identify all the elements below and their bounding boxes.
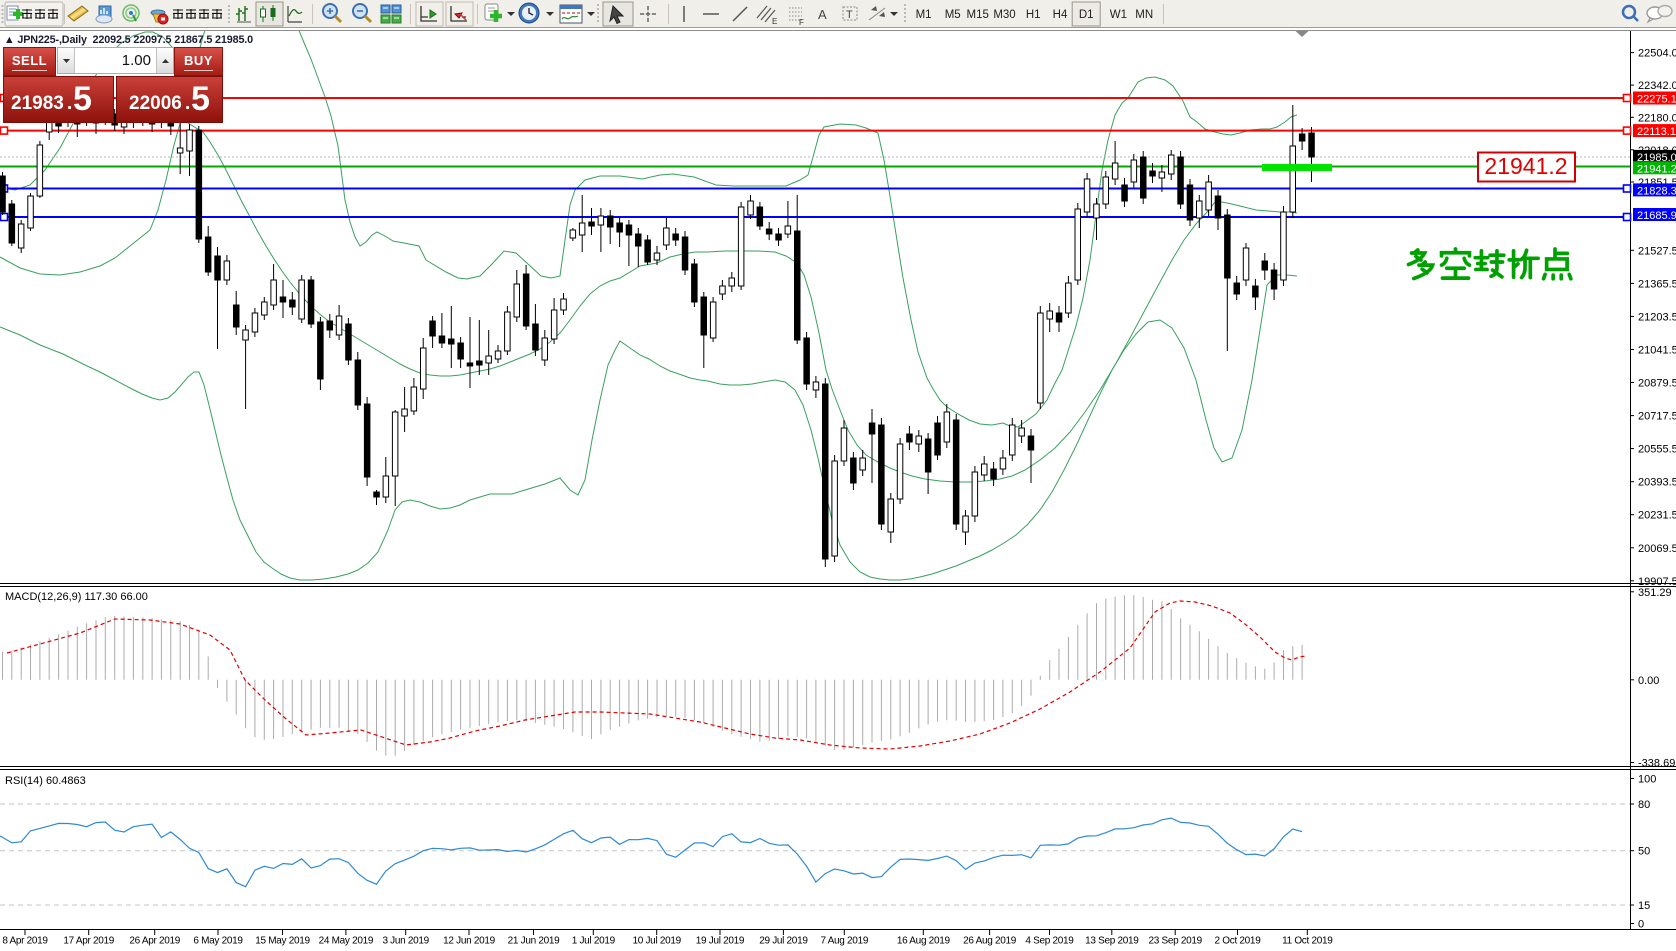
svg-text:11 Oct 2019: 11 Oct 2019 (1282, 936, 1333, 947)
svg-text:23 Sep 2019: 23 Sep 2019 (1148, 936, 1202, 947)
svg-text:MACD(12,26,9) 117.30 66.00: MACD(12,26,9) 117.30 66.00 (5, 591, 148, 603)
svg-text:21828.3: 21828.3 (1637, 185, 1676, 197)
svg-text:RSI(14) 60.4863: RSI(14) 60.4863 (5, 775, 86, 787)
svg-text:20717.5: 20717.5 (1638, 411, 1676, 423)
svg-text:26 Aug 2019: 26 Aug 2019 (963, 936, 1017, 947)
svg-text:4 Sep 2019: 4 Sep 2019 (1025, 936, 1074, 947)
svg-text:351.29: 351.29 (1638, 587, 1672, 599)
svg-text:0.00: 0.00 (1638, 675, 1659, 687)
svg-text:M5: M5 (945, 9, 961, 21)
svg-text:20393.5: 20393.5 (1638, 477, 1676, 489)
svg-text:7 Aug 2019: 7 Aug 2019 (820, 936, 868, 947)
svg-text:21941.2: 21941.2 (1637, 163, 1676, 175)
svg-text:26 Apr 2019: 26 Apr 2019 (129, 936, 180, 947)
svg-text:19907.5: 19907.5 (1638, 576, 1676, 588)
svg-text:A: A (818, 7, 827, 22)
svg-text:21365.5: 21365.5 (1638, 278, 1676, 290)
svg-text:E: E (772, 17, 777, 26)
svg-text:21685.9: 21685.9 (1637, 210, 1676, 222)
svg-text:16 Aug 2019: 16 Aug 2019 (897, 936, 951, 947)
svg-text:20555.5: 20555.5 (1638, 444, 1676, 456)
svg-text:21985.0: 21985.0 (1637, 152, 1676, 164)
svg-text:21 Jun 2019: 21 Jun 2019 (508, 936, 560, 947)
svg-text:M30: M30 (993, 9, 1015, 21)
svg-text:13 Sep 2019: 13 Sep 2019 (1085, 936, 1139, 947)
svg-text:MN: MN (1135, 9, 1153, 21)
svg-text:19 Jul 2019: 19 Jul 2019 (696, 936, 745, 947)
svg-text:H4: H4 (1053, 9, 1068, 21)
svg-text:1 Jul 2019: 1 Jul 2019 (572, 936, 616, 947)
svg-text:D1: D1 (1079, 9, 1094, 21)
svg-text:10 Jul 2019: 10 Jul 2019 (632, 936, 681, 947)
svg-text:29 Jul 2019: 29 Jul 2019 (759, 936, 808, 947)
svg-text:-338.69: -338.69 (1638, 758, 1675, 770)
svg-text:6 May 2019: 6 May 2019 (193, 936, 243, 947)
svg-text:22342.0: 22342.0 (1638, 80, 1676, 92)
svg-text:21941.2: 21941.2 (1484, 153, 1567, 179)
svg-text:8 Apr 2019: 8 Apr 2019 (2, 936, 48, 947)
svg-text:2 Oct 2019: 2 Oct 2019 (1215, 936, 1262, 947)
svg-text:H1: H1 (1026, 9, 1041, 21)
svg-text:22275.1: 22275.1 (1637, 94, 1676, 106)
svg-text:22504.0: 22504.0 (1638, 48, 1676, 60)
svg-text:20069.5: 20069.5 (1638, 543, 1676, 555)
svg-text:F: F (799, 18, 804, 27)
svg-text:80: 80 (1638, 799, 1650, 811)
svg-text:M15: M15 (967, 9, 989, 21)
svg-text:21527.5: 21527.5 (1638, 245, 1676, 257)
svg-text:50: 50 (1638, 846, 1650, 858)
svg-text:20879.5: 20879.5 (1638, 378, 1676, 390)
svg-text:12 Jun 2019: 12 Jun 2019 (443, 936, 495, 947)
svg-text:0: 0 (1638, 919, 1644, 931)
svg-text:21041.5: 21041.5 (1638, 345, 1676, 357)
svg-text:M1: M1 (916, 9, 932, 21)
svg-text:15: 15 (1638, 900, 1650, 912)
svg-text:3 Jun 2019: 3 Jun 2019 (382, 936, 429, 947)
svg-text:15 May 2019: 15 May 2019 (255, 936, 310, 947)
svg-text:17 Apr 2019: 17 Apr 2019 (63, 936, 114, 947)
svg-text:22113.1: 22113.1 (1637, 126, 1676, 138)
svg-text:21203.5: 21203.5 (1638, 311, 1676, 323)
svg-text:T: T (846, 9, 853, 21)
svg-text:W1: W1 (1110, 9, 1127, 21)
svg-text:24 May 2019: 24 May 2019 (319, 936, 374, 947)
svg-text:100: 100 (1638, 774, 1656, 786)
svg-text:22180.0: 22180.0 (1638, 112, 1676, 124)
svg-text:20231.5: 20231.5 (1638, 510, 1676, 522)
